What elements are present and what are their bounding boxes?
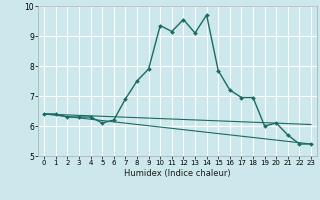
X-axis label: Humidex (Indice chaleur): Humidex (Indice chaleur) [124, 169, 231, 178]
